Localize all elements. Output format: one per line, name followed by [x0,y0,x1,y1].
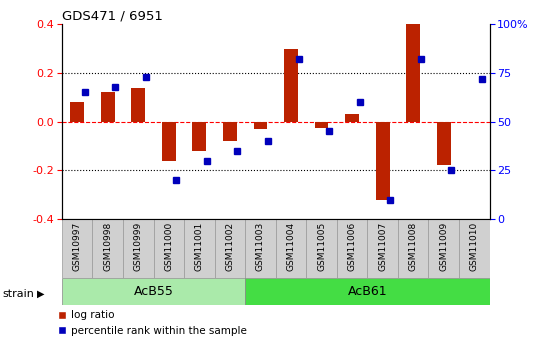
Bar [253,122,267,129]
Bar [406,24,420,122]
Bar [306,219,337,278]
Text: GSM11009: GSM11009 [439,222,448,271]
Bar [337,219,367,278]
Bar [345,114,359,122]
Bar [62,278,245,305]
Bar [398,219,428,278]
Bar [162,122,176,161]
Bar [62,219,93,278]
Bar [131,88,145,122]
Text: GSM11001: GSM11001 [195,222,204,271]
Text: GSM10997: GSM10997 [73,222,82,271]
Bar [284,49,298,122]
Bar [245,278,490,305]
Bar [93,219,123,278]
Text: GDS471 / 6951: GDS471 / 6951 [62,10,162,23]
Bar [193,122,206,151]
Text: ▶: ▶ [37,289,44,299]
Bar [276,219,306,278]
Text: GSM11000: GSM11000 [164,222,173,271]
Bar [184,219,215,278]
Text: GSM11002: GSM11002 [225,222,235,271]
Bar [376,122,390,199]
Bar [153,219,184,278]
Text: GSM10999: GSM10999 [134,222,143,271]
Bar [223,122,237,141]
Text: GSM11004: GSM11004 [287,222,295,271]
Text: AcB61: AcB61 [348,285,387,298]
Bar [367,219,398,278]
Bar [215,219,245,278]
Bar [70,102,84,122]
Text: GSM10998: GSM10998 [103,222,112,271]
Text: GSM11003: GSM11003 [256,222,265,271]
Bar [123,219,153,278]
Text: strain: strain [3,289,34,299]
Text: GSM11010: GSM11010 [470,222,479,271]
Text: GSM11008: GSM11008 [409,222,417,271]
Bar [315,122,328,128]
Text: GSM11005: GSM11005 [317,222,326,271]
Legend: log ratio, percentile rank within the sample: log ratio, percentile rank within the sa… [54,306,251,340]
Bar [101,92,115,122]
Text: GSM11006: GSM11006 [348,222,357,271]
Text: AcB55: AcB55 [133,285,173,298]
Bar [428,219,459,278]
Bar [459,219,490,278]
Bar [437,122,451,166]
Text: GSM11007: GSM11007 [378,222,387,271]
Bar [245,219,275,278]
